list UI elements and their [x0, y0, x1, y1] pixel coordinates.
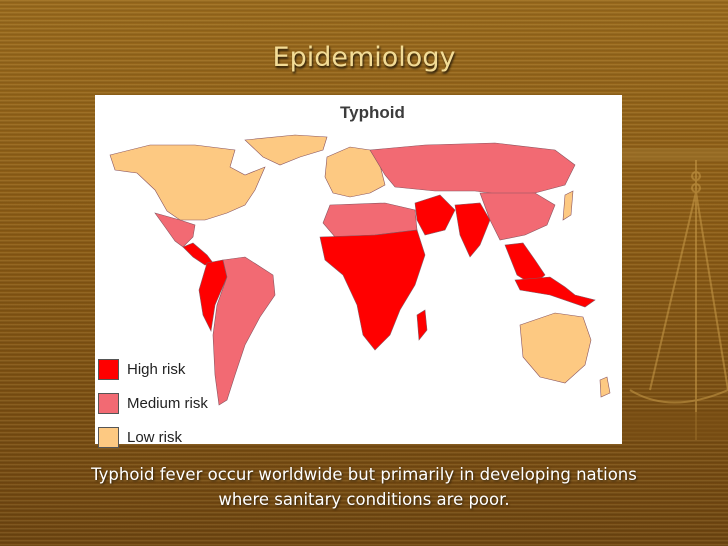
map-legend: High risk Medium risk Low risk — [98, 352, 208, 454]
region-russia — [369, 142, 576, 196]
caption-line-2: where sanitary conditions are poor. — [218, 490, 510, 509]
legend-swatch-low — [98, 426, 119, 448]
scales-of-justice-icon — [610, 148, 728, 440]
region-japan — [562, 190, 574, 221]
region-indonesia — [514, 276, 596, 308]
region-south-asia — [454, 202, 491, 258]
legend-label-high: High risk — [127, 360, 186, 378]
legend-item-low: Low risk — [98, 420, 208, 454]
legend-swatch-high — [98, 358, 119, 380]
world-map — [109, 134, 611, 406]
legend-label-low: Low risk — [127, 428, 183, 446]
slide-caption: Typhoid fever occur worldwide but primar… — [40, 462, 688, 512]
region-europe — [324, 146, 386, 198]
map-title: Typhoid — [340, 103, 405, 122]
region-east-asia — [479, 192, 556, 241]
region-australia — [519, 312, 592, 384]
legend-item-medium: Medium risk — [98, 386, 208, 420]
region-south-america-east — [212, 256, 276, 406]
region-north-america — [109, 144, 266, 221]
region-mexico — [154, 212, 196, 248]
region-new-zealand — [599, 376, 611, 398]
region-central-america — [182, 242, 214, 266]
slide-title: Epidemiology — [272, 42, 456, 73]
legend-swatch-medium — [98, 392, 119, 414]
region-southeast-asia — [504, 242, 546, 286]
legend-label-medium: Medium risk — [127, 394, 208, 412]
region-middle-east — [414, 194, 456, 236]
region-greenland — [244, 134, 328, 166]
typhoid-map: Typhoid — [95, 95, 622, 448]
caption-line-1: Typhoid fever occur worldwide but primar… — [91, 465, 637, 484]
legend-item-high: High risk — [98, 352, 208, 386]
region-madagascar — [416, 309, 428, 341]
region-central-africa — [319, 229, 426, 351]
